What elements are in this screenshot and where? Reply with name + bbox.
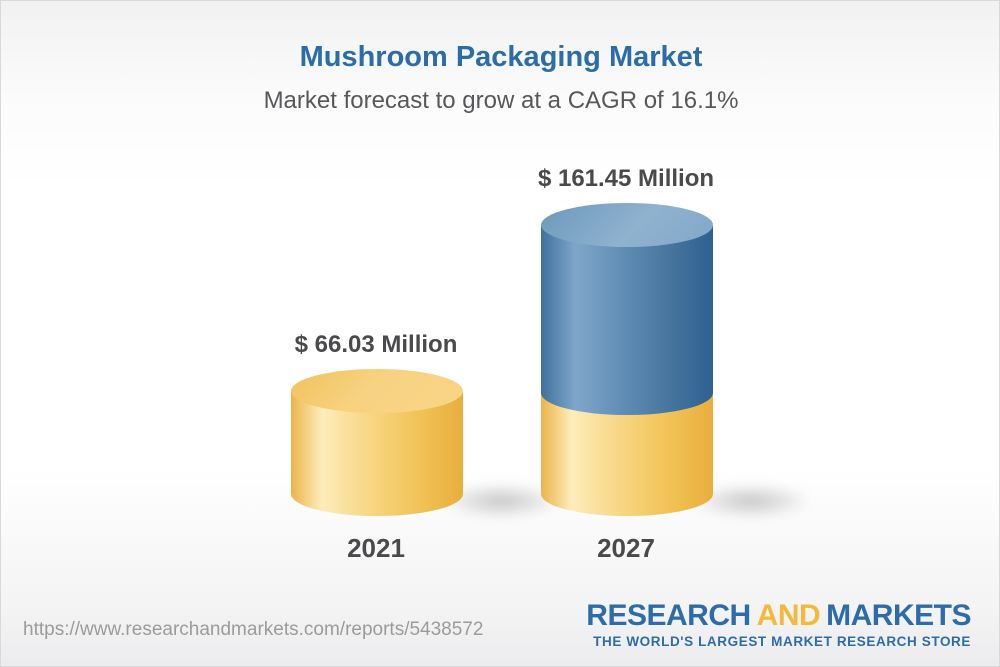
research-and-markets-logo: RESEARCH AND MARKETS THE WORLD'S LARGEST M… [586,599,971,649]
logo-tagline: THE WORLD'S LARGEST MARKET RESEARCH STOR… [593,634,971,649]
x-axis-label-2027: 2027 [597,533,655,563]
logo-wordmark: RESEARCH AND MARKETS [586,599,971,632]
logo-word-markets: MARKETS [826,599,971,632]
bar-2021-top-cap [291,369,463,413]
bar-2027-top-cap [541,203,713,247]
logo-word-research: RESEARCH [586,599,751,632]
report-url-link[interactable]: https://www.researchandmarkets.com/repor… [23,619,484,640]
logo-word-and: AND [756,599,821,632]
bar-2027-growth-segment [541,225,713,415]
value-label-2027: $ 161.45 Million [537,165,715,192]
page-subtitle: Market forecast to grow at a CAGR of 16.… [263,87,739,114]
page-title: Mushroom Packaging Market [299,41,703,73]
x-axis-label-2021: 2021 [347,533,405,563]
value-label-2021: $ 66.03 Million [294,331,458,358]
